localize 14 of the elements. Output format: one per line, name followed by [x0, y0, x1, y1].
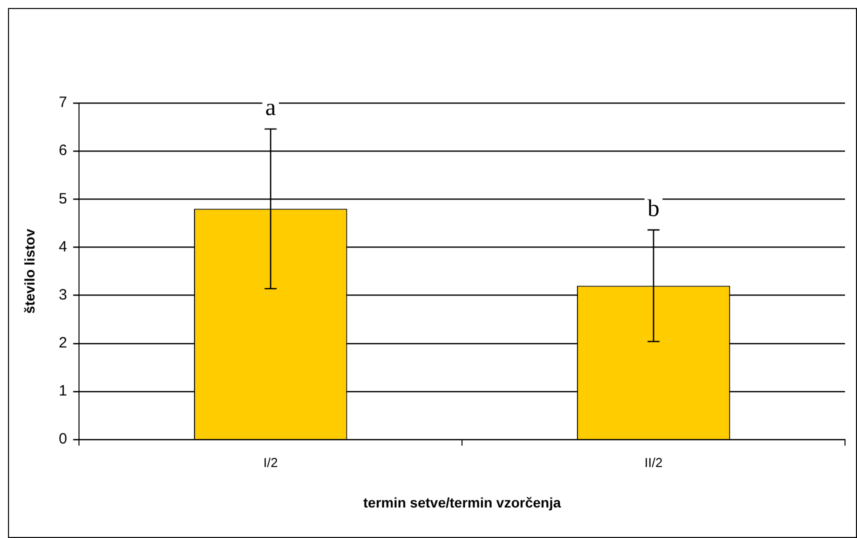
y-tick-label: 7: [58, 94, 68, 112]
y-tick-label: 0: [58, 430, 68, 448]
x-tick-label: II/2: [644, 454, 663, 470]
y-tick-label: 3: [58, 286, 68, 304]
y-tick-label: 6: [58, 142, 68, 160]
x-tick-label: I/2: [263, 454, 278, 470]
x-axis-title: termin setve/termin vzorčenja: [363, 494, 562, 510]
y-tick-label: 1: [58, 382, 68, 400]
y-axis-title: število listov: [21, 228, 38, 314]
annotation: b: [648, 196, 660, 222]
y-tick-label: 4: [58, 238, 68, 256]
annotation: a: [265, 94, 276, 121]
y-tick-label: 2: [58, 334, 68, 352]
y-tick-label: 5: [58, 190, 68, 208]
